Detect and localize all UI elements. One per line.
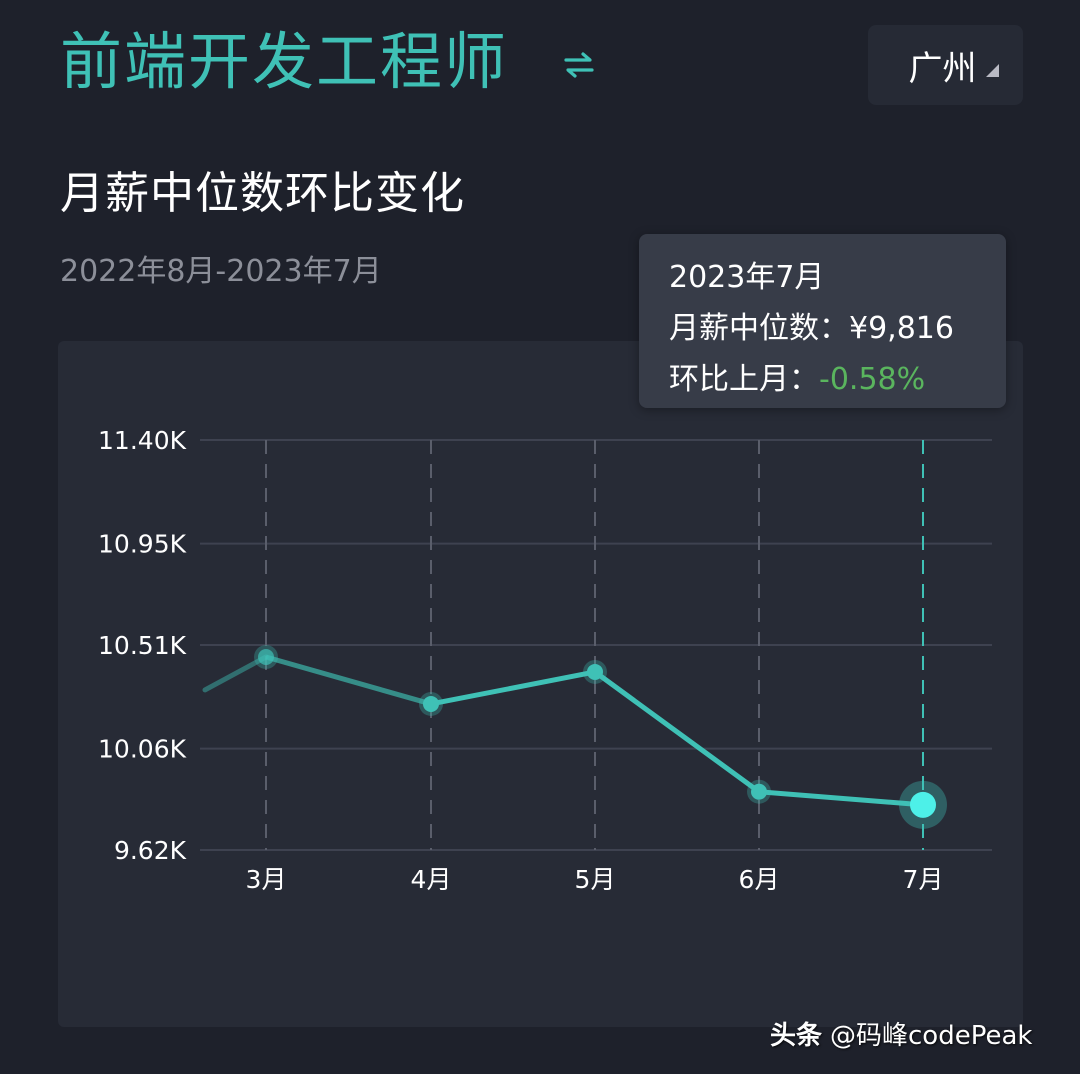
date-range: 2022年8月-2023年7月 bbox=[60, 254, 382, 289]
y-tick-label: 9.62K bbox=[114, 836, 187, 865]
x-tick-label: 6月 bbox=[739, 865, 780, 894]
x-tick-label: 5月 bbox=[575, 865, 616, 894]
tooltip-median-label: 月薪中位数： bbox=[669, 311, 849, 346]
data-point[interactable] bbox=[747, 779, 771, 804]
swap-arrows-icon[interactable] bbox=[562, 48, 596, 82]
line-lead-in bbox=[202, 654, 269, 693]
data-point[interactable] bbox=[583, 659, 607, 684]
job-title: 前端开发工程师 bbox=[60, 25, 509, 98]
selected-data-point[interactable] bbox=[899, 780, 947, 829]
watermark-brand: 头条 bbox=[770, 1021, 823, 1051]
line-chart[interactable]: 11.40K 10.95K 10.51K 10.06K 9.62K 3月 4月 5月 6月 7月 bbox=[58, 341, 1023, 1027]
salary-line bbox=[430, 669, 924, 808]
x-tick-label: 3月 bbox=[246, 865, 287, 894]
chart-panel[interactable]: 11.40K 10.95K 10.51K 10.06K 9.62K 3月 4月 5月 6月 7月 bbox=[58, 341, 1023, 1027]
section-title: 月薪中位数环比变化 bbox=[60, 168, 465, 219]
watermark: 头条 @码峰codePeak bbox=[770, 1015, 1032, 1052]
tooltip-mom-row: 环比上月：-0.58% bbox=[669, 354, 1006, 405]
tooltip-mom-value: -0.58% bbox=[819, 362, 926, 397]
x-tick-label: 7月 bbox=[903, 865, 944, 894]
city-select[interactable]: 广州 bbox=[868, 25, 1023, 105]
tooltip-month: 2023年7月 bbox=[669, 260, 825, 295]
chart-tooltip: 2023年7月 月薪中位数：¥9,816 环比上月：-0.58% bbox=[639, 234, 1006, 408]
city-label: 广州 bbox=[908, 48, 977, 89]
tooltip-median-row: 月薪中位数：¥9,816 bbox=[669, 303, 1006, 354]
watermark-handle: @码峰codePeak bbox=[830, 1021, 1033, 1051]
y-tick-label: 10.06K bbox=[98, 735, 187, 764]
data-point[interactable] bbox=[254, 644, 278, 669]
y-tick-label: 10.51K bbox=[98, 631, 187, 660]
x-tick-label: 4月 bbox=[411, 865, 452, 894]
line-segment bbox=[265, 654, 432, 707]
tooltip-median-value: ¥9,816 bbox=[849, 311, 954, 346]
data-point[interactable] bbox=[419, 691, 443, 716]
y-tick-label: 10.95K bbox=[98, 530, 187, 559]
tooltip-mom-label: 环比上月： bbox=[669, 362, 819, 397]
y-tick-label: 11.40K bbox=[98, 426, 187, 455]
dropdown-caret-icon bbox=[986, 64, 999, 77]
